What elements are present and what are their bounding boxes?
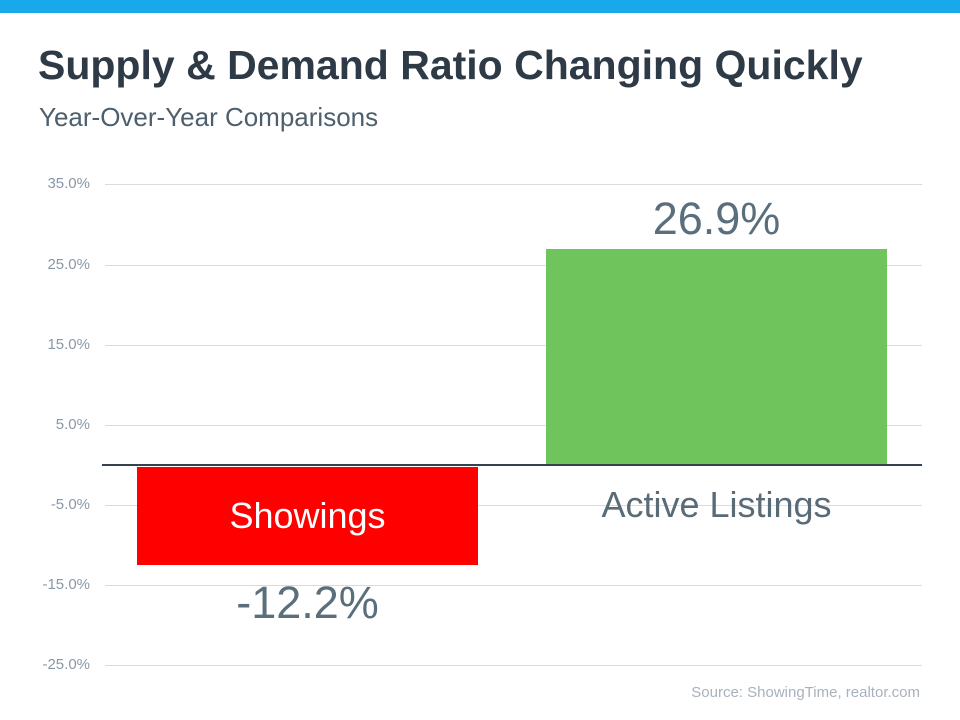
y-tick-label: 15.0% bbox=[47, 336, 90, 353]
y-tick-label: 5.0% bbox=[55, 416, 90, 433]
category-label-showings: Showings bbox=[229, 495, 386, 536]
value-label-active-listings: 26.9% bbox=[652, 193, 781, 244]
gridline--15.0% bbox=[105, 585, 922, 586]
y-tick-label: 25.0% bbox=[47, 256, 90, 273]
bar-showings bbox=[137, 467, 478, 565]
y-tick-label: 35.0% bbox=[47, 175, 90, 192]
y-tick-label: -15.0% bbox=[42, 576, 90, 593]
gridline-5.0% bbox=[105, 425, 922, 426]
y-tick-label: -5.0% bbox=[50, 496, 90, 513]
category-label-active-listings: Active Listings bbox=[601, 484, 832, 525]
source-attribution: Source: ShowingTime, realtor.com bbox=[691, 684, 920, 701]
gridline--5.0% bbox=[105, 505, 922, 506]
accent-bar bbox=[0, 0, 960, 13]
y-tick-label: -25.0% bbox=[42, 656, 90, 673]
gridline--25.0% bbox=[105, 665, 922, 666]
value-label-showings: -12.2% bbox=[236, 577, 379, 628]
gridline-35.0% bbox=[105, 184, 922, 185]
chart-subtitle: Year-Over-Year Comparisons bbox=[39, 102, 379, 132]
bar-active-listings bbox=[546, 249, 887, 465]
chart-title: Supply & Demand Ratio Changing Quickly bbox=[38, 42, 863, 88]
gridline-25.0% bbox=[105, 265, 922, 266]
x-axis-line bbox=[102, 464, 922, 466]
gridline-15.0% bbox=[105, 345, 922, 346]
